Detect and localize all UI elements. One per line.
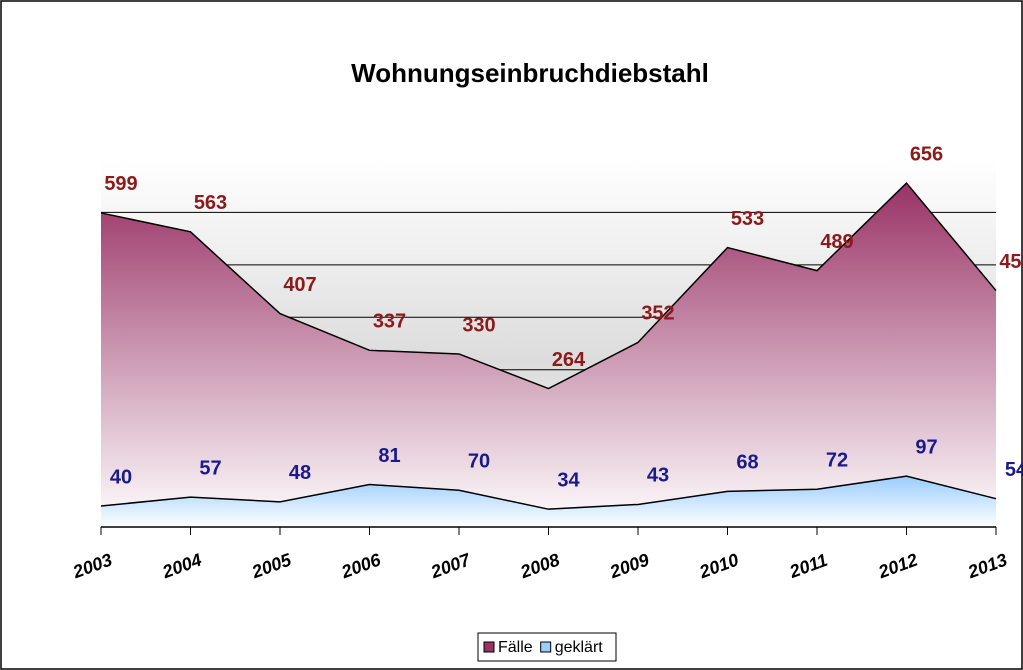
legend-label: Fälle — [498, 639, 533, 656]
data-label: 54 — [1005, 459, 1023, 481]
data-label: 40 — [110, 466, 132, 488]
legend-swatch — [540, 641, 552, 653]
legend-label: geklärt — [555, 639, 604, 656]
data-label: 656 — [910, 143, 943, 165]
data-label: 330 — [462, 314, 495, 336]
data-label: 72 — [826, 450, 848, 472]
data-label: 264 — [552, 349, 586, 371]
area — [101, 476, 996, 527]
data-label: 352 — [641, 303, 674, 325]
chart-title: Wohnungseinbruchdiebstahl — [351, 58, 709, 88]
data-label: 34 — [557, 469, 580, 491]
data-label: 599 — [104, 173, 137, 195]
data-label: 48 — [289, 462, 311, 484]
data-label: 563 — [194, 192, 227, 214]
data-label: 489 — [820, 231, 853, 253]
data-label: 68 — [736, 452, 758, 474]
legend-swatch — [483, 641, 495, 653]
data-label: 81 — [378, 445, 400, 467]
data-label: 451 — [999, 251, 1023, 273]
data-label: 57 — [199, 457, 221, 479]
data-label: 533 — [731, 208, 764, 230]
data-label: 43 — [647, 465, 669, 487]
area — [101, 183, 996, 527]
line — [100, 475, 997, 510]
data-label: 337 — [373, 311, 406, 333]
data-label: 70 — [468, 451, 490, 473]
line — [100, 181, 997, 390]
data-label: 407 — [283, 274, 316, 296]
data-label: 97 — [915, 436, 937, 458]
